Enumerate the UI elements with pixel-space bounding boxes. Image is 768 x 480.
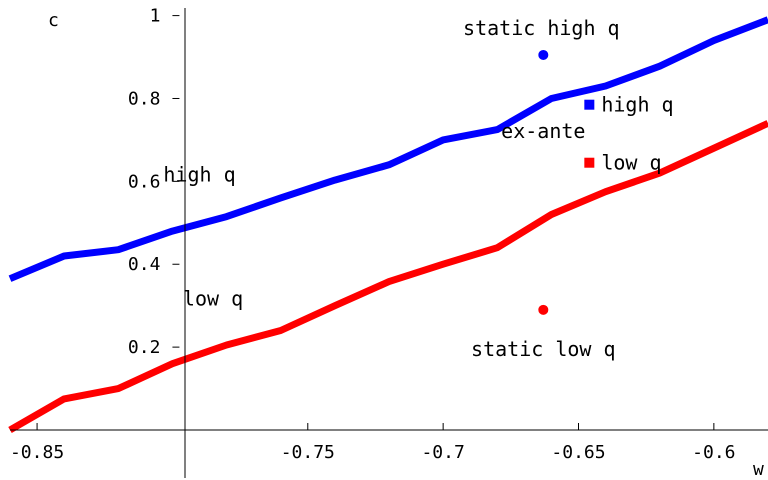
axes-layer [10, 8, 768, 478]
labels-layer: c w ex-ante high q low q [48, 10, 764, 480]
point-label-high-q: high q [601, 93, 673, 117]
series-line-low-q [8, 120, 768, 434]
point-label-static-high-q: static high q [463, 16, 620, 40]
y-tick-label: 0.6 [128, 171, 161, 192]
x-axis-label: w [753, 459, 764, 480]
y-tick-label: 1 [150, 6, 161, 27]
point-high-q [584, 99, 595, 110]
y-tick-label: 0.4 [128, 254, 161, 275]
points-layer: static high q high q low q static low q [463, 16, 674, 361]
point-label-low-q: low q [601, 151, 661, 175]
x-tick-label: -0.6 [692, 442, 735, 463]
annotation-ex-ante: ex-ante [501, 119, 585, 143]
point-low-q [584, 157, 595, 168]
x-tick-label: -0.85 [10, 442, 64, 463]
annotation-high-q: high q [163, 162, 235, 186]
x-tick-label: -0.65 [551, 442, 605, 463]
point-static-low-q [538, 304, 549, 315]
series-layer [8, 16, 768, 434]
y-tick-label: 0.2 [128, 337, 161, 358]
series-line-high-q [8, 16, 768, 282]
y-axis-label: c [48, 10, 59, 31]
annotation-low-q: low q [183, 287, 243, 311]
x-tick-label: -0.7 [421, 442, 464, 463]
y-tick-label: 0.8 [128, 88, 161, 109]
x-tick-label: -0.75 [281, 442, 335, 463]
point-static-high-q [538, 49, 549, 60]
ticks-layer: -0.85 -0.75 -0.7 -0.65 -0.6 0.2 0.4 0.6 0.8 1 [10, 6, 736, 463]
point-label-static-low-q: static low q [471, 337, 616, 361]
